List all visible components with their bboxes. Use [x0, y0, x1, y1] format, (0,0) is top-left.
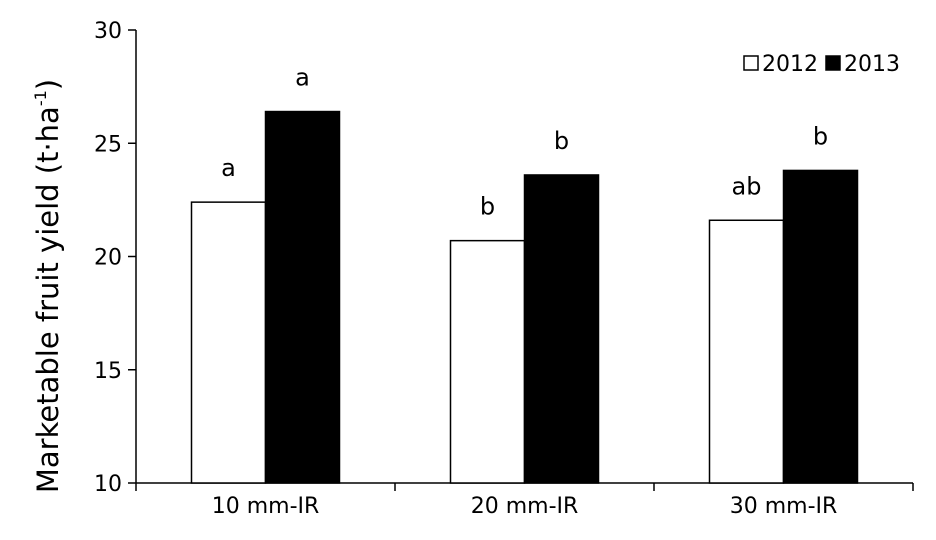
- legend-swatch-2012: [743, 55, 759, 71]
- x-tick-label: 20 mm-IR: [471, 494, 579, 519]
- bar-2012-2: [449, 239, 526, 484]
- bar-2013-1: [264, 110, 341, 484]
- y-axis-label-superscript: -1: [31, 90, 50, 106]
- axes: 10 15 20 25 30 10 mm-IR 20 mm-IR 30 mm-IR: [94, 19, 914, 519]
- y-tick-label: 15: [94, 359, 122, 384]
- legend: 2012 2013: [743, 52, 900, 77]
- x-tick-label: 10 mm-IR: [212, 494, 320, 519]
- bar-2013-2: [523, 174, 600, 484]
- legend-label-2012: 2012: [762, 52, 818, 77]
- y-tick-label: 30: [94, 19, 122, 44]
- x-tick-label: 30 mm-IR: [730, 494, 838, 519]
- bar-2013-3: [782, 169, 859, 484]
- y-tick-label: 25: [94, 132, 122, 157]
- data-label-2013-2: b: [554, 127, 569, 155]
- y-axis-label-main: Marketable fruit yield (t·ha: [31, 106, 65, 493]
- bar-2012-1: [190, 201, 267, 484]
- y-tick-label: 10: [94, 472, 122, 497]
- y-axis-label-close: ): [31, 79, 65, 90]
- data-label-2013-3: b: [813, 122, 828, 150]
- data-label-2012-3: ab: [732, 172, 762, 200]
- y-tick-label: 20: [94, 246, 122, 271]
- y-axis-label: Marketable fruit yield (t·ha-1): [31, 79, 65, 493]
- data-label-2012-1: a: [221, 154, 236, 182]
- legend-label-2013: 2013: [844, 52, 900, 77]
- bar-2012-3: [708, 219, 785, 484]
- legend-swatch-2013: [825, 55, 841, 71]
- data-label-2013-1: a: [295, 64, 310, 92]
- data-label-2012-2: b: [480, 193, 495, 221]
